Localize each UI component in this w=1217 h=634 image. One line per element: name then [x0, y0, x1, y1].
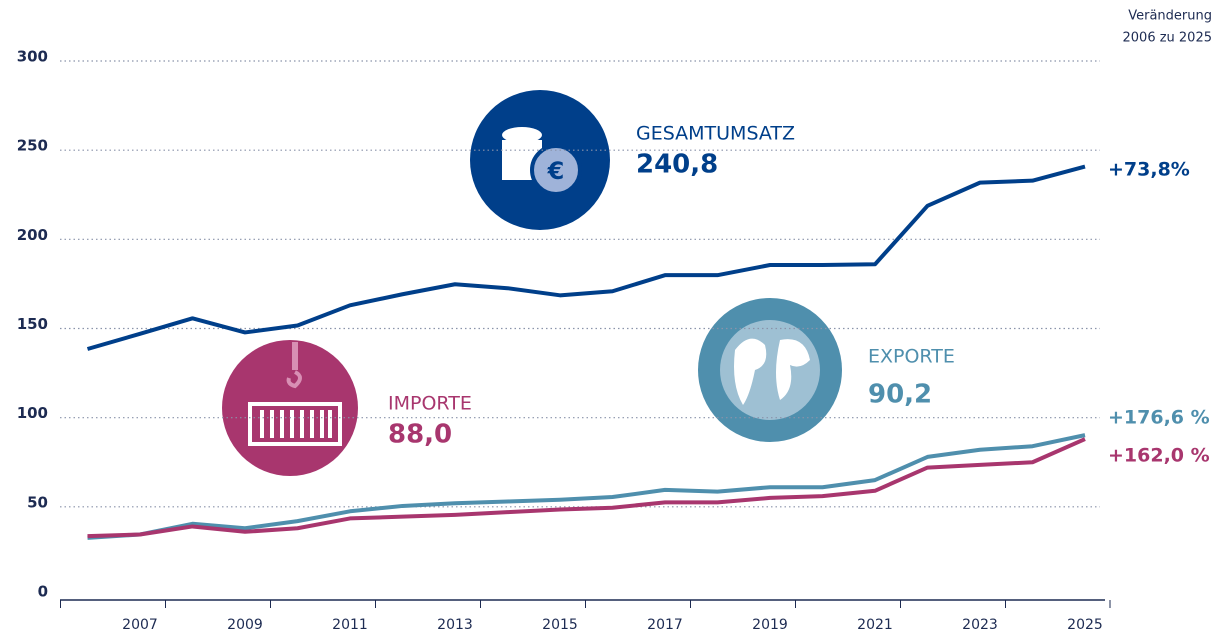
series-line	[87, 433, 1086, 540]
header: Veränderung	[1128, 9, 1212, 24]
icon-globe	[698, 298, 842, 442]
x-tick-label: 2019	[752, 617, 788, 633]
series-line	[87, 437, 1086, 539]
header: 2006 zu 2025	[1123, 31, 1213, 46]
y-tick-label: 0	[38, 583, 48, 601]
x-tick-label: 2009	[227, 617, 263, 633]
y-tick-label: 200	[17, 226, 48, 244]
x-tick-label: 2021	[857, 617, 893, 633]
series-name: IMPORTE	[388, 393, 472, 415]
x-tick-label: 2017	[647, 617, 683, 633]
series-value-label: 240,8	[636, 150, 718, 180]
series-line	[86, 164, 1086, 351]
icon-container	[222, 340, 358, 476]
y-tick-label: 300	[17, 48, 48, 66]
x-tick-label: 2007	[122, 617, 158, 633]
y-tick-label: 50	[27, 493, 48, 511]
series-value-label: 90,2	[868, 380, 932, 410]
x-tick-label: 2015	[542, 617, 578, 633]
y-tick-label: 250	[17, 137, 48, 155]
icon-coins: €	[470, 90, 610, 230]
series-value-label: 88,0	[388, 420, 452, 450]
y-tick-label: 150	[17, 315, 48, 333]
x-tick-label: 2023	[962, 617, 998, 633]
x-tick-label: 2011	[332, 617, 368, 633]
series-name: GESAMTUMSATZ	[636, 123, 795, 145]
x-tick-label: 2013	[437, 617, 473, 633]
series-change: +162,0 %	[1108, 445, 1210, 467]
series-change: +73,8%	[1108, 159, 1190, 181]
svg-text:€: €	[547, 157, 565, 185]
series-change: +176,6 %	[1108, 407, 1210, 429]
x-tick-label: 2025	[1067, 617, 1103, 633]
y-tick-label: 100	[17, 404, 48, 422]
series-name: EXPORTE	[868, 346, 955, 368]
